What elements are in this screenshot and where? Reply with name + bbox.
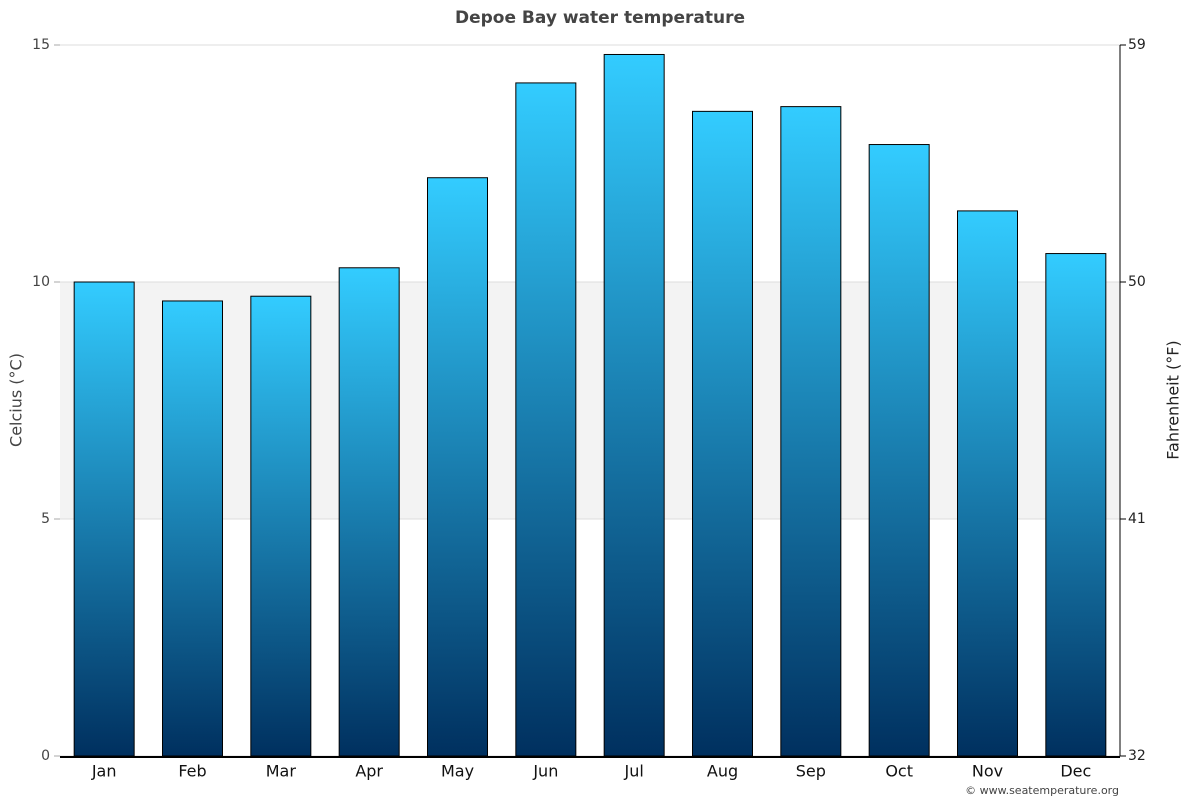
- bar: [1045, 253, 1107, 757]
- bar: [515, 82, 577, 757]
- chart-title: Depoe Bay water temperature: [455, 8, 745, 28]
- bar: [427, 177, 488, 757]
- credit: © www.seatemperature.org: [965, 784, 1119, 797]
- bar: [780, 106, 842, 757]
- x-tick-label: Apr: [355, 762, 383, 781]
- x-tick-label: Jun: [532, 762, 558, 781]
- x-tick-label: Dec: [1060, 762, 1091, 781]
- x-tick-label: Mar: [266, 762, 297, 781]
- y2-tick-label: 59: [1128, 37, 1146, 53]
- bar: [692, 110, 753, 757]
- bar: [868, 144, 930, 757]
- bar: [250, 295, 312, 757]
- y-tick-label: 0: [41, 748, 50, 764]
- bar: [73, 281, 135, 757]
- y2-tick-label: 41: [1128, 511, 1146, 527]
- x-tick-label: May: [441, 762, 474, 781]
- x-tick-label: Nov: [972, 762, 1003, 781]
- x-tick-label: Feb: [178, 762, 206, 781]
- x-tick-label: Jan: [91, 762, 117, 781]
- x-tick-label: Jul: [624, 762, 644, 781]
- grid-band: [60, 282, 1120, 519]
- y2-tick-label: 32: [1128, 748, 1146, 764]
- y2-axis-title: Fahrenheit (°F): [1164, 340, 1183, 459]
- y-tick-label: 10: [32, 274, 50, 290]
- y-axis-title: Celcius (°C): [7, 353, 26, 447]
- bar: [603, 53, 665, 757]
- x-tick-label: Sep: [796, 762, 826, 781]
- y2-tick-label: 50: [1128, 274, 1146, 290]
- x-tick-label: Oct: [885, 762, 913, 781]
- bar: [338, 267, 400, 757]
- y-tick-label: 15: [32, 37, 50, 53]
- y-tick-label: 5: [41, 511, 50, 527]
- bar: [957, 210, 1018, 757]
- bar: [162, 300, 223, 757]
- x-tick-label: Aug: [707, 762, 738, 781]
